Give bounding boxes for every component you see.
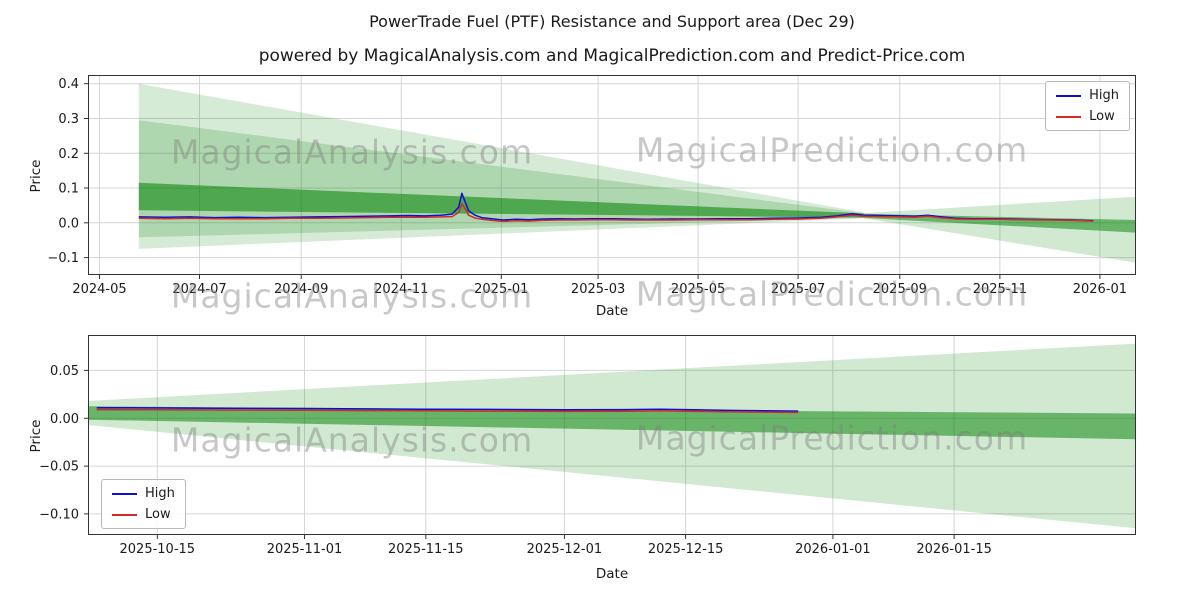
legend-item-low: Low xyxy=(112,507,175,522)
y-tick-label: 0.1 xyxy=(58,182,79,197)
x-tick-label: 2024-11 xyxy=(374,282,428,297)
x-tick-label: 2026-01 xyxy=(1073,282,1127,297)
low-line-swatch xyxy=(1056,115,1082,118)
y-tick-label: 0.3 xyxy=(58,112,79,127)
bottom-chart: 2025-10-15 2025-11-01 2025-11-15 2025-12-01… xyxy=(39,335,1136,557)
high-line-swatch xyxy=(112,492,137,495)
x-tick-label: 2024-09 xyxy=(274,282,328,297)
y-tick-label: 0.05 xyxy=(50,364,79,379)
x-tick-label: 2025-09 xyxy=(873,282,927,297)
top-chart-y-axis-label: Price xyxy=(28,159,44,193)
legend-item-high: High xyxy=(112,486,175,501)
legend-label-low: Low xyxy=(1089,109,1115,124)
legend-item-low: Low xyxy=(1056,109,1119,124)
y-tick-label: −0.05 xyxy=(39,460,79,475)
page-subtitle: powered by MagicalAnalysis.com and Magic… xyxy=(258,46,966,66)
low-line-swatch xyxy=(112,513,137,516)
y-tick-label: 0.0 xyxy=(58,216,79,231)
legend-item-high: High xyxy=(1056,88,1119,103)
plot-border xyxy=(88,75,1136,275)
x-tick-label: 2025-03 xyxy=(571,282,625,297)
x-tick-label: 2025-10-15 xyxy=(120,542,196,557)
x-tick-label: 2025-01 xyxy=(474,282,528,297)
x-tick-label: 2026-01-15 xyxy=(916,542,992,557)
legend-label-low: Low xyxy=(145,507,171,522)
x-tick-label: 2026-01-01 xyxy=(795,542,871,557)
plot-border xyxy=(88,335,1136,535)
x-tick-label: 2024-05 xyxy=(72,282,126,297)
bottom-chart-y-axis-label: Price xyxy=(28,419,44,453)
bottom-chart-legend: High Low xyxy=(101,479,186,529)
x-tick-label: 2025-11 xyxy=(973,282,1027,297)
x-tick-label: 2024-07 xyxy=(172,282,226,297)
x-tick-label: 2025-11-15 xyxy=(388,542,464,557)
top-chart-plot: 2024-05 2024-07 2024-09 2024-11 2025-01 2025-… xyxy=(47,75,1136,297)
y-tick-label: −0.10 xyxy=(39,507,79,522)
x-tick-label: 2025-11-01 xyxy=(267,542,343,557)
top-chart: 2024-05 2024-07 2024-09 2024-11 2025-01 2025-… xyxy=(47,75,1136,297)
bottom-chart-plot: 2025-10-15 2025-11-01 2025-11-15 2025-12-01… xyxy=(39,335,1136,557)
band-inner-dark-fan xyxy=(138,182,864,218)
x-tick-label: 2025-05 xyxy=(671,282,725,297)
high-line-swatch xyxy=(1056,94,1082,97)
top-chart-x-axis-label: Date xyxy=(595,303,629,319)
top-chart-legend: High Low xyxy=(1045,81,1130,131)
y-tick-label: 0.4 xyxy=(58,77,79,92)
low-line xyxy=(96,408,799,414)
band-dark-support-band xyxy=(88,406,1136,440)
y-tick-label: 0.2 xyxy=(58,147,79,162)
page-title: PowerTrade Fuel (PTF) Resistance and Sup… xyxy=(369,12,855,31)
high-line xyxy=(138,192,1094,222)
low-line xyxy=(138,202,1094,223)
x-tick-label: 2025-12-01 xyxy=(527,542,603,557)
legend-label-high: High xyxy=(145,486,175,501)
x-tick-label: 2025-07 xyxy=(771,282,825,297)
band-right-dark-strip xyxy=(863,213,1136,233)
legend-label-high: High xyxy=(1089,88,1119,103)
band-light-expanding-fan xyxy=(88,343,1136,529)
y-tick-label: −0.1 xyxy=(47,251,79,266)
high-line xyxy=(96,406,799,412)
band-right-light-fan xyxy=(863,196,1136,263)
bottom-chart-x-axis-label: Date xyxy=(595,566,629,582)
y-tick-label: 0.00 xyxy=(50,412,79,427)
x-tick-label: 2025-12-15 xyxy=(648,542,724,557)
